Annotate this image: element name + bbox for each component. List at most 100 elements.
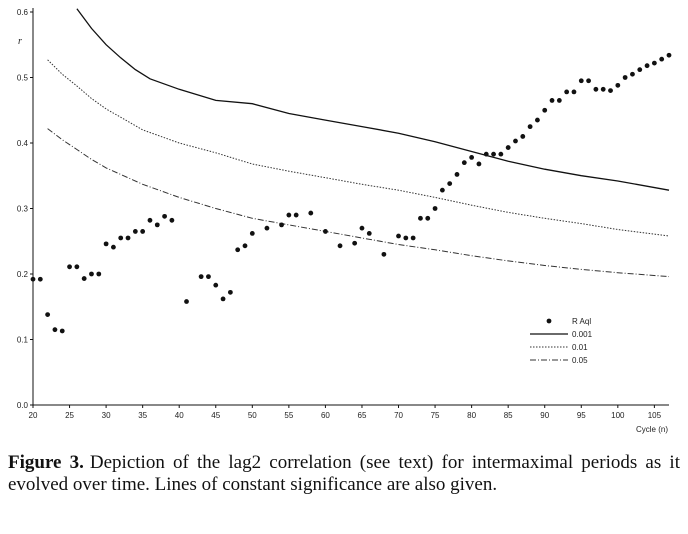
data-point [637,67,643,73]
x-axis-label: Cycle (n) [636,425,668,434]
legend-label: R Aql [572,317,591,326]
significance-line [47,59,670,237]
data-point [381,251,387,257]
data-point [81,276,87,281]
data-point [111,244,116,250]
data-point [154,222,160,228]
data-point [132,229,138,234]
data-point [169,217,175,223]
x-tick-label: 45 [211,411,220,420]
data-point [125,235,131,241]
data-point [476,161,482,167]
data-point [556,98,562,103]
y-tick-label: 0.4 [17,139,29,148]
x-tick-label: 60 [321,411,330,420]
data-point [600,86,606,92]
significance-line [47,128,670,278]
x-tick-label: 65 [358,411,367,420]
data-point [220,296,226,302]
data-point [666,52,672,58]
data-point [505,145,511,150]
data-point [622,75,628,80]
data-point [396,233,401,239]
data-point [308,210,314,216]
data-point [103,241,109,247]
data-point [425,215,431,221]
data-point [286,212,292,218]
data-point [242,243,248,249]
x-tick-label: 40 [175,411,184,420]
data-point [483,151,489,157]
data-point [323,229,328,234]
data-point [461,160,467,166]
data-point [454,172,460,177]
data-point [513,138,518,144]
data-point [206,274,211,280]
data-point [586,78,591,84]
data-point [564,89,570,95]
legend-swatch [546,318,552,324]
data-point [198,274,204,280]
x-tick-label: 55 [284,411,293,420]
data-point [491,151,496,157]
data-point [293,212,299,218]
data-point [52,327,58,333]
data-point [67,264,72,270]
data-point [162,213,167,219]
data-point [227,289,233,295]
figure-caption: Figure 3. Depiction of the lag2 correlati… [8,452,680,496]
data-point [447,181,453,187]
series-lines [47,8,670,278]
data-point [608,88,613,93]
legend-label: 0.01 [572,343,588,352]
x-tick-label: 70 [394,411,403,420]
legend-label: 0.05 [572,356,588,365]
y-tick-label: 0.5 [17,74,29,83]
data-point [264,225,270,231]
data-point [359,225,365,231]
data-point [439,187,445,193]
legend: R Aql 0.001 0.01 0.05 [530,317,593,365]
y-tick-label: 0.0 [17,401,29,410]
x-tick-label: 30 [102,411,111,420]
data-point [535,117,540,123]
data-point [30,276,36,282]
x-tick-label: 95 [577,411,586,420]
y-tick-label: 0.6 [17,8,29,17]
correlation-chart: 0.0 0.1 0.2 0.3 0.4 0.5 0.6 20 25 30 35 40 45 50 55 60 6… [17,8,672,434]
data-point [235,247,241,253]
data-point [213,282,219,288]
data-point [520,134,526,139]
data-point [403,235,409,241]
figure-label: Figure 3. [8,452,84,473]
data-point [140,229,146,234]
y-tick-label: 0.2 [17,270,29,279]
data-point [432,206,438,211]
data-point [418,215,423,221]
x-tick-label: 90 [540,411,549,420]
data-point [615,82,621,88]
x-tick-label: 85 [504,411,513,420]
x-tick-label: 100 [611,411,625,420]
data-point [549,98,555,103]
data-point [593,86,599,92]
x-tick-label: 105 [648,411,662,420]
data-point [542,107,548,113]
data-point [118,235,124,241]
data-point [644,63,650,69]
y-tick-label: 0.3 [17,205,29,214]
data-point [578,78,584,84]
data-point [59,328,65,334]
axes: 0.0 0.1 0.2 0.3 0.4 0.5 0.6 20 25 30 35 40 45 50 55 60 6… [17,8,669,420]
data-points [30,52,672,334]
data-point [527,124,533,130]
data-point [498,151,504,157]
data-point [469,155,475,160]
legend-label: 0.001 [572,330,593,339]
data-point [366,230,372,236]
x-tick-label: 80 [467,411,476,420]
data-point [37,276,43,282]
data-point [630,71,635,77]
data-point [410,235,416,241]
data-point [89,271,94,277]
